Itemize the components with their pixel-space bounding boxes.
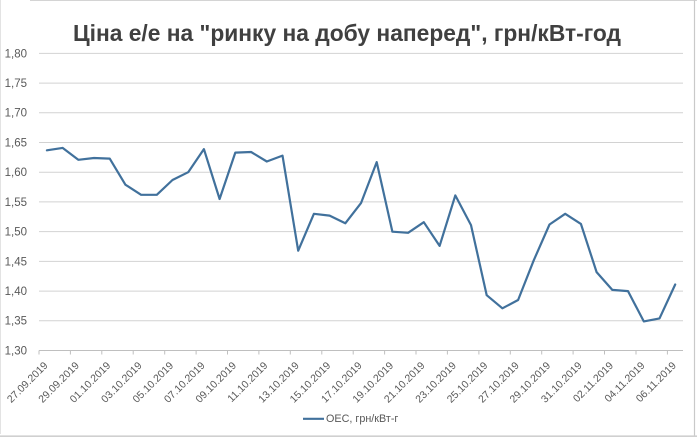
svg-text:1,75: 1,75 bbox=[5, 78, 27, 90]
svg-text:ОЕС, грн/кВт-г: ОЕС, грн/кВт-г bbox=[326, 413, 398, 425]
svg-text:1,70: 1,70 bbox=[5, 108, 27, 120]
svg-text:1,45: 1,45 bbox=[5, 256, 27, 268]
svg-text:1,40: 1,40 bbox=[5, 286, 27, 298]
svg-text:1,35: 1,35 bbox=[5, 316, 27, 328]
svg-text:Ціна е/е на "ринку на добу нап: Ціна е/е на "ринку на добу наперед", грн… bbox=[73, 20, 622, 46]
svg-text:1,60: 1,60 bbox=[5, 167, 27, 179]
svg-text:1,55: 1,55 bbox=[5, 197, 27, 209]
svg-text:1,30: 1,30 bbox=[5, 345, 27, 357]
svg-text:1,80: 1,80 bbox=[5, 48, 27, 60]
svg-text:1,50: 1,50 bbox=[5, 227, 27, 239]
svg-text:1,65: 1,65 bbox=[5, 137, 27, 149]
